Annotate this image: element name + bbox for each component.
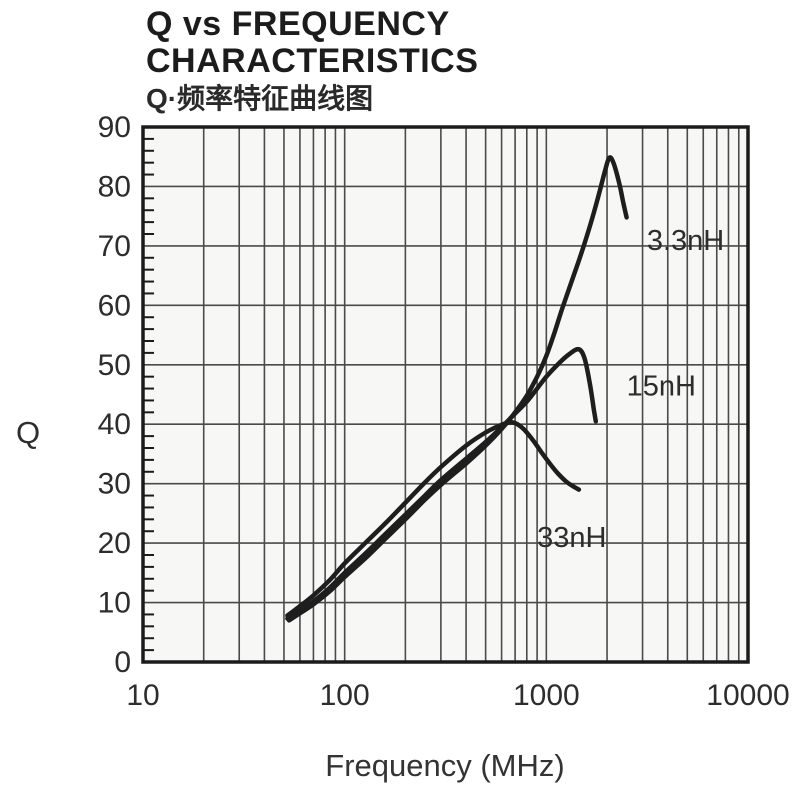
y-axis-label: Q (16, 415, 41, 450)
curve-33nH (285, 420, 582, 618)
y-tick-label: 30 (98, 468, 131, 501)
plot-frame (141, 125, 750, 664)
x-tick-label: 1000 (513, 679, 580, 712)
y-tick-label: 70 (98, 230, 131, 263)
y-tick-label: 50 (98, 349, 131, 382)
chart-title-line2: CHARACTERISTICS (146, 42, 479, 80)
curve-3.3nH (286, 155, 629, 623)
x-axis-label: Frequency (MHz) (325, 748, 565, 783)
plot-background (143, 127, 748, 662)
y-tick-label: 80 (98, 170, 131, 203)
chart-title-line1: Q vs FREQUENCY (146, 5, 450, 43)
y-tick-label: 90 (98, 111, 131, 144)
series-label-3.3nH: 3.3nH (647, 225, 724, 257)
series-label-15nH: 15nH (627, 371, 696, 403)
x-tick-label: 10 (126, 679, 159, 712)
x-tick-label: 10000 (706, 679, 789, 712)
chart-subtitle-chinese: Q·频率特征曲线图 (146, 83, 374, 114)
y-tick-label: 0 (114, 646, 131, 679)
curve-15nH (285, 346, 599, 621)
series-label-33nH: 33nH (537, 522, 606, 554)
y-tick-label: 10 (98, 587, 131, 620)
chart-title-block: Q vs FREQUENCY CHARACTERISTICS Q·频率特征曲线图 (146, 6, 478, 116)
y-tick-label: 60 (98, 289, 131, 322)
y-tick-label: 40 (98, 408, 131, 441)
y-tick-label: 20 (98, 527, 131, 560)
x-tick-label: 100 (320, 679, 370, 712)
